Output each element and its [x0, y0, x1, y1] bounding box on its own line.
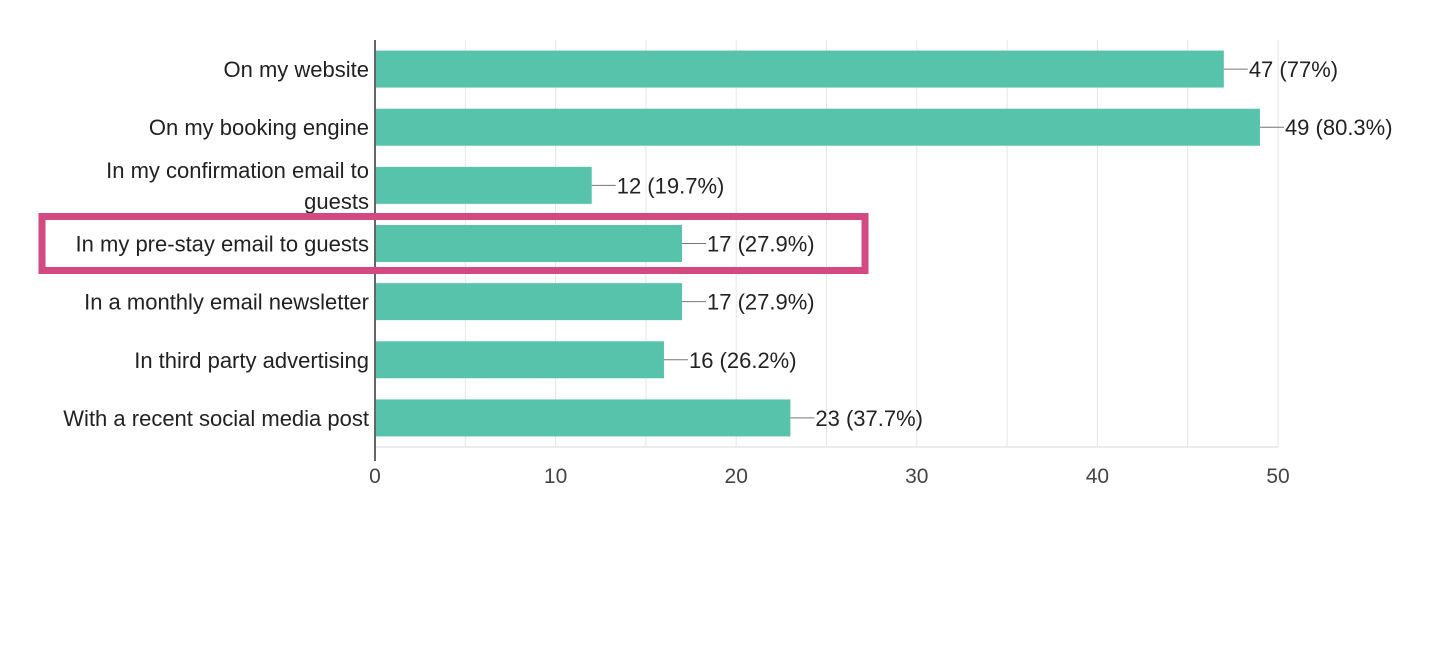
highlight-box [38, 213, 869, 274]
category-label-line: In a monthly email newsletter [84, 290, 369, 315]
x-tick-label: 40 [1086, 465, 1109, 488]
bar [376, 108, 1260, 146]
category-label-line: guests [304, 189, 369, 214]
grid-lines [464, 40, 1279, 447]
category-label-line: In my pre-stay email to guests [76, 232, 369, 257]
data-label: 47 (77%) [1249, 57, 1338, 82]
category-label: In a monthly email newsletter [84, 290, 369, 315]
category-label-line: With a recent social media post [63, 406, 369, 431]
data-label: 12 (19.7%) [617, 173, 725, 198]
category-label-line: On my website [224, 57, 370, 82]
bar [376, 341, 664, 379]
x-tick-label: 10 [544, 465, 567, 488]
category-label-line: In my confirmation email to [106, 158, 369, 183]
x-tick-label: 0 [369, 465, 381, 488]
bar [376, 50, 1224, 88]
axes: 0 10 20 30 40 50 [369, 40, 1290, 488]
data-label: 17 (27.9%) [707, 290, 815, 315]
category-label: In my pre-stay email to guests [76, 232, 369, 257]
category-label: On my booking engine [149, 115, 369, 140]
data-label: 17 (27.9%) [707, 232, 815, 257]
bar [376, 225, 683, 262]
category-label: On my website [224, 57, 370, 82]
category-label: With a recent social media post [63, 406, 369, 431]
category-label: In third party advertising [134, 348, 369, 373]
data-label: 49 (80.3%) [1285, 115, 1393, 140]
bar [376, 166, 592, 204]
labels: 47 (77%) On my website 49 (80.3%) On my boo… [63, 57, 1392, 431]
bar [376, 283, 683, 321]
highlight [38, 213, 869, 274]
category-label: In my confirmation email to guests [106, 158, 369, 214]
category-label-line: In third party advertising [134, 348, 369, 373]
x-tick-label: 30 [905, 465, 928, 488]
bars [376, 50, 1260, 437]
x-tick-label: 20 [725, 465, 748, 488]
data-label: 23 (37.7%) [815, 406, 923, 431]
category-label-line: On my booking engine [149, 115, 369, 140]
bar [376, 399, 791, 437]
data-label: 16 (26.2%) [689, 348, 797, 373]
x-tick-label: 50 [1266, 465, 1289, 488]
